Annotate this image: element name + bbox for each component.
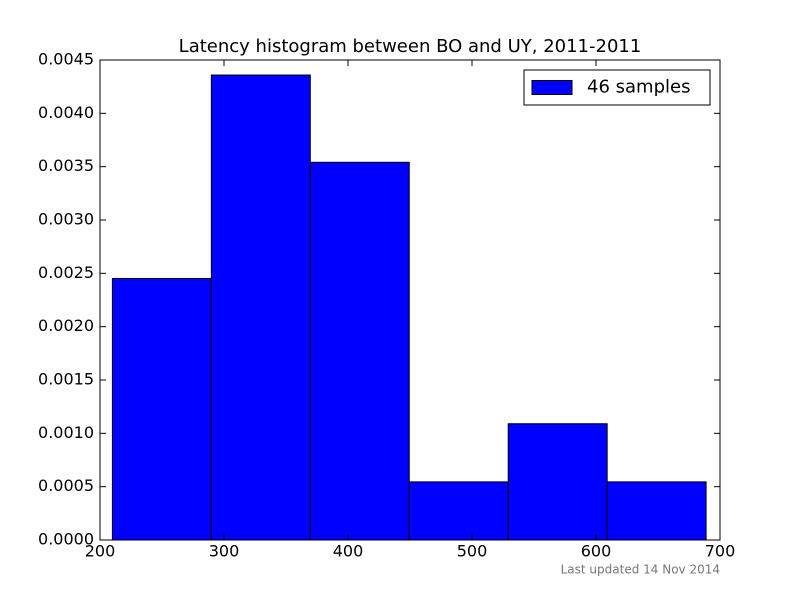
y-tick-label: 0.0010	[38, 423, 94, 442]
bar	[408, 481, 509, 541]
y-tick-label: 0.0040	[38, 103, 94, 122]
plot-frame	[99, 59, 721, 541]
y-tick-label: 0.0020	[38, 316, 94, 335]
x-tick-label: 700	[705, 542, 736, 561]
legend-label: 46 samples	[587, 77, 690, 98]
y-tick-label: 0.0030	[38, 210, 94, 229]
chart-title: Latency histogram between BO and UY, 201…	[179, 36, 642, 57]
y-tick-label: 0.0035	[38, 156, 94, 175]
legend-swatch	[531, 80, 573, 95]
y-tick-label: 0.0005	[38, 476, 94, 495]
y-tick-label: 0.0025	[38, 263, 94, 282]
x-tick-label: 600	[581, 542, 612, 561]
y-tick-label: 0.0015	[38, 370, 94, 389]
bar	[111, 277, 212, 541]
bar	[210, 74, 311, 541]
x-tick-label: 200	[85, 542, 116, 561]
bar	[606, 481, 707, 541]
x-tick-label: 400	[333, 542, 364, 561]
y-tick-label: 0.0045	[38, 50, 94, 69]
bar	[507, 423, 608, 541]
y-tick-label: 0.0000	[38, 530, 94, 549]
footer-note: Last updated 14 Nov 2014	[561, 563, 720, 577]
bar	[309, 161, 410, 541]
x-tick-label: 500	[457, 542, 488, 561]
x-tick-label: 300	[209, 542, 240, 561]
